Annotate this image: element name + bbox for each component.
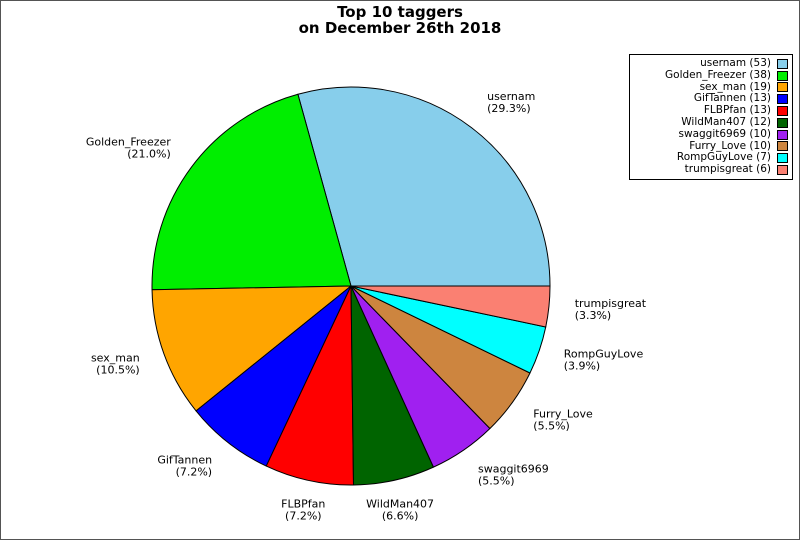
legend-swatch [777,106,788,117]
legend-item-label: Furry_Love (10) [689,139,771,152]
legend-item-trumpisgreat: trumpisgreat (6) [633,163,788,176]
slice-label-trumpisgreat: trumpisgreat (3.3%) [575,297,647,322]
legend-item-swaggit6969: swaggit6969 (10) [633,127,788,141]
legend-swatch [777,82,788,93]
legend-item-label: sex_man (19) [699,80,771,93]
slice-label-Furry_Love: Furry_Love (5.5%) [533,408,593,433]
slice-label-WildMan407: WildMan407 (6.6%) [366,497,434,522]
legend-item-label: GifTannen (13) [693,92,771,105]
pie-slice-usernam [297,86,551,287]
legend-swatch [777,94,788,105]
slice-label-sex_man: sex_man (10.5%) [91,352,140,377]
legend-swatch [777,58,788,69]
legend-swatch [777,141,788,152]
legend: usernam (53) Golden_Freezer (38) sex_man (… [629,54,793,180]
legend-item-sex_man: sex_man (19) [633,80,788,94]
legend-item-Furry_Love: Furry_Love (10) [633,139,788,153]
legend-item-label: swaggit6969 (10) [678,127,771,140]
slice-label-usernam: usernam (29.3%) [487,90,535,115]
slice-label-GifTannen: GifTannen (7.2%) [157,454,212,479]
legend-item-label: trumpisgreat (6) [684,163,771,176]
legend-swatch [777,153,788,164]
slice-label-RompGuyLove: RompGuyLove (3.9%) [564,348,644,373]
legend-item-label: WildMan407 (12) [681,115,771,128]
legend-swatch [777,117,788,128]
slice-label-swaggit6969: swaggit6969 (5.5%) [478,463,549,488]
legend-swatch [777,165,788,176]
legend-item-WildMan407: WildMan407 (12) [633,115,788,129]
slice-label-FLBPfan: FLBPfan (7.2%) [281,498,325,523]
legend-item-GifTannen: GifTannen (13) [633,93,788,105]
legend-item-label: usernam (53) [700,57,771,69]
legend-item-RompGuyLove: RompGuyLove (7) [633,152,788,164]
chart-title-line2: on December 26th 2018 [298,18,502,37]
legend-swatch [777,70,788,81]
legend-item-label: FLBPfan (13) [703,104,771,117]
legend-item-label: RompGuyLove (7) [676,151,771,164]
legend-item-label: Golden_Freezer (38) [665,68,771,81]
pie-slice-Golden_Freezer [151,93,352,291]
pie-slice-sex_man [151,285,352,412]
legend-item-usernam: usernam (53) [633,57,788,70]
legend-item-FLBPfan: FLBPfan (13) [633,104,788,117]
legend-item-Golden_Freezer: Golden_Freezer (38) [633,68,788,82]
legend-swatch [777,129,788,140]
chart-title-line1: Top 10 taggers [337,3,463,21]
pie-slice-trumpisgreat [350,285,551,328]
slice-label-Golden_Freezer: Golden_Freezer (21.0%) [86,136,171,161]
chart-title: Top 10 taggers on December 26th 2018 [1,3,799,37]
